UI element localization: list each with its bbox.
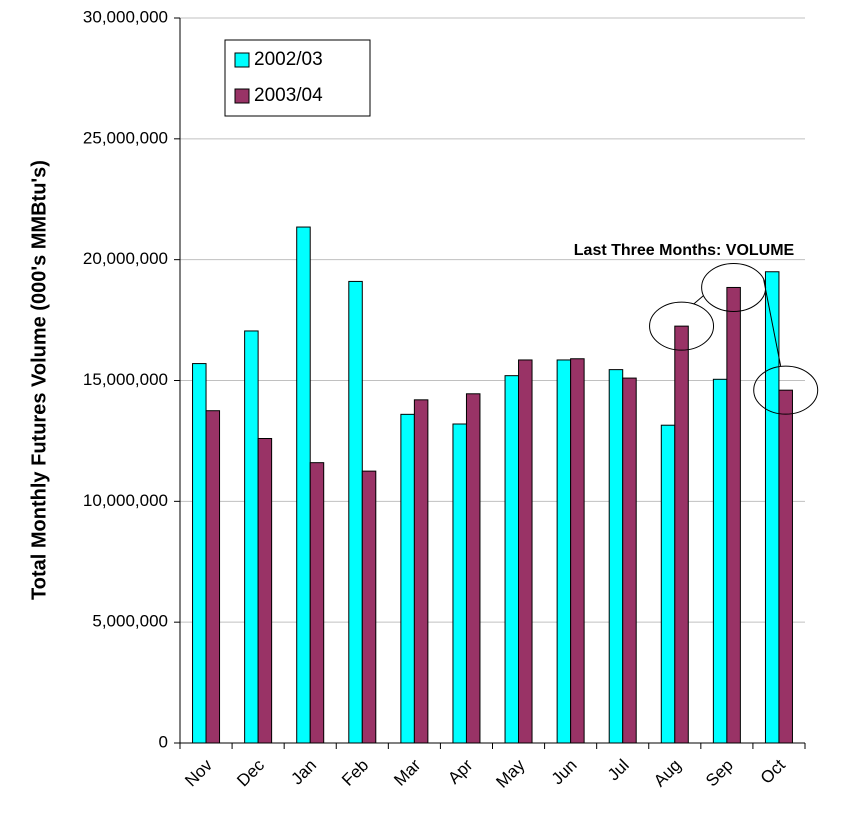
y-axis-label: Total Monthly Futures Volume (000's MMBt… [28,160,50,600]
y-tick-label: 0 [159,732,168,751]
bar [257,438,273,744]
bar [348,280,363,744]
x-tick-label: Sep [702,756,737,791]
bar [764,271,780,744]
x-tick-label: Jul [604,756,633,785]
bar [504,375,520,744]
y-tick-label: 30,000,000 [83,7,168,26]
bar [778,389,793,744]
bar [309,462,325,744]
annotation-line [763,279,782,367]
bar [674,325,689,744]
y-tick-label: 25,000,000 [83,128,168,147]
x-tick-label: Mar [390,755,424,789]
bar [622,377,637,744]
y-tick-label: 15,000,000 [83,370,168,389]
legend-swatch [234,88,250,104]
annotation-line [693,295,704,305]
bar [296,226,311,744]
bar [192,363,207,744]
x-tick-label: Apr [444,755,476,787]
y-tick-label: 10,000,000 [83,491,168,510]
y-tick-label: 20,000,000 [83,249,168,268]
bar [712,378,728,744]
bar [518,359,533,744]
bar [465,393,481,744]
x-tick-label: Oct [757,755,789,787]
bar [726,286,741,744]
x-tick-label: Aug [650,756,685,791]
bar [400,413,415,744]
annotation: Last Three Months: VOLUME [574,242,795,259]
x-tick-label: Feb [338,756,372,790]
bar [361,470,377,744]
bar [452,423,467,744]
highlight-ellipse [753,365,819,415]
bar [413,399,429,744]
bar [556,359,572,744]
bar [244,330,259,744]
bar [205,410,221,744]
bar [660,424,676,744]
x-tick-label: May [492,755,528,791]
legend-swatch [234,52,250,68]
x-tick-label: Dec [233,755,268,790]
x-tick-label: Jun [548,756,581,789]
x-tick-label: Nov [181,755,216,790]
bar [570,358,585,744]
legend-label: 2003/04 [254,85,323,106]
legend-label: 2002/03 [254,49,323,70]
y-tick-label: 5,000,000 [92,612,168,631]
highlight-ellipse [649,301,715,351]
bar [608,369,624,744]
x-tick-label: Jan [287,756,320,789]
